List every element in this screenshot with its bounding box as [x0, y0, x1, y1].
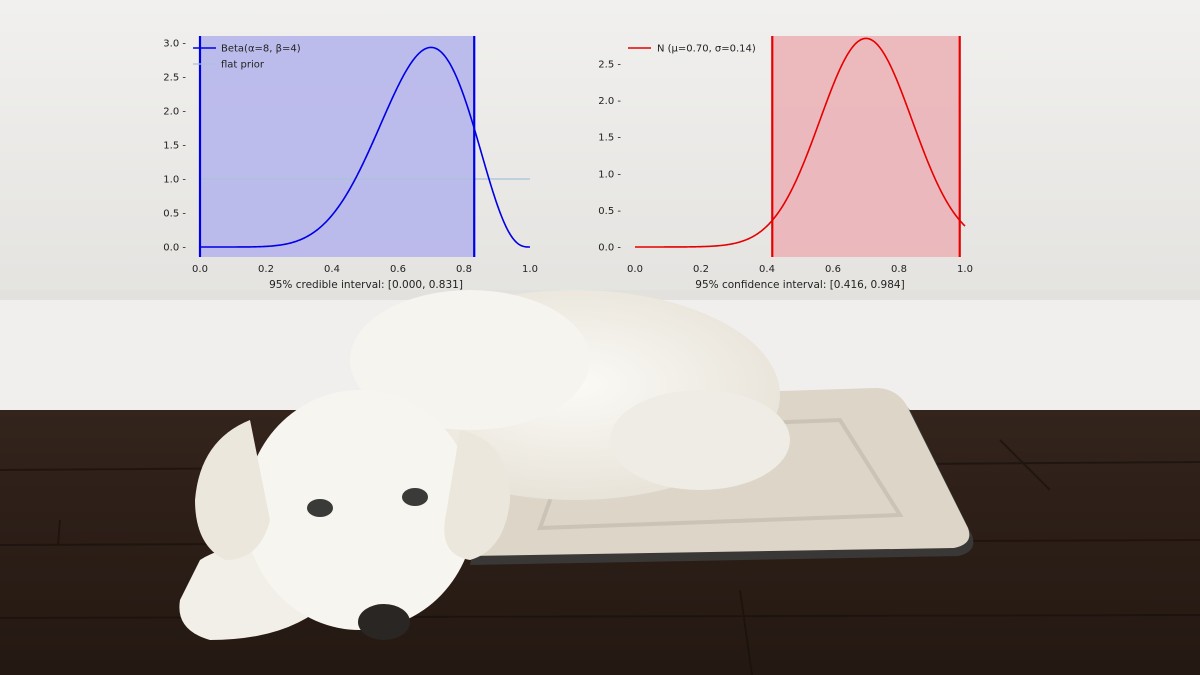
- confidence-interval-shading: [772, 36, 960, 257]
- x-tick-label: 0.2: [258, 264, 274, 275]
- legend-label-normal: N (μ=0.70, σ=0.14): [657, 44, 756, 55]
- x-tick-label: 1.0: [522, 264, 538, 275]
- legend-label-beta: Beta(α=8, β=4): [221, 44, 301, 55]
- dog: [179, 290, 790, 640]
- y-tick-label: 2.5 -: [598, 60, 621, 71]
- y-tick-labels: 0.0 - 0.5 - 1.0 - 1.5 - 2.0 - 2.5 - 3.0 -: [163, 39, 186, 254]
- y-tick-label: 0.5 -: [163, 209, 186, 220]
- x-tick-label: 0.4: [759, 264, 775, 275]
- x-axis-label: 95% credible interval: [0.000, 0.831]: [269, 279, 463, 291]
- y-tick-label: 1.5 -: [598, 133, 621, 144]
- x-tick-label: 0.2: [693, 264, 709, 275]
- legend-label-flat-prior: flat prior: [221, 60, 265, 71]
- x-tick-labels: 0.0 0.2 0.4 0.6 0.8 1.0: [627, 264, 973, 275]
- y-tick-label: 3.0 -: [163, 39, 186, 50]
- x-tick-label: 0.4: [324, 264, 340, 275]
- x-tick-label: 0.0: [192, 264, 208, 275]
- y-tick-label: 2.5 -: [163, 73, 186, 84]
- normal-chart: 0.0 - 0.5 - 1.0 - 1.5 - 2.0 - 2.5 - 0.0 0.2 0.4…: [598, 36, 973, 291]
- y-tick-label: 0.5 -: [598, 206, 621, 217]
- y-tick-label: 0.0 -: [598, 243, 621, 254]
- legend: N (μ=0.70, σ=0.14): [628, 44, 756, 55]
- x-tick-labels: 0.0 0.2 0.4 0.6 0.8 1.0: [192, 264, 538, 275]
- x-tick-label: 0.8: [891, 264, 907, 275]
- x-tick-label: 0.8: [456, 264, 472, 275]
- y-tick-label: 2.0 -: [163, 107, 186, 118]
- x-axis-label: 95% confidence interval: [0.416, 0.984]: [695, 279, 904, 291]
- y-tick-label: 0.0 -: [163, 243, 186, 254]
- y-tick-label: 1.5 -: [163, 141, 186, 152]
- series-normal-line: [635, 37, 966, 248]
- x-tick-label: 0.0: [627, 264, 643, 275]
- x-tick-label: 0.6: [825, 264, 841, 275]
- y-tick-label: 2.0 -: [598, 96, 621, 107]
- x-tick-label: 0.6: [390, 264, 406, 275]
- x-tick-label: 1.0: [957, 264, 973, 275]
- credible-interval-shading: [200, 36, 475, 257]
- legend: Beta(α=8, β=4) flat prior: [193, 44, 301, 71]
- y-tick-labels: 0.0 - 0.5 - 1.0 - 1.5 - 2.0 - 2.5 -: [598, 60, 621, 254]
- y-tick-label: 1.0 -: [163, 175, 186, 186]
- y-tick-label: 1.0 -: [598, 169, 621, 180]
- beta-chart: 0.0 -0.5 -1.0 -1.5 -2.0 -2.5 -3.0 - 0.0 0…: [163, 36, 538, 291]
